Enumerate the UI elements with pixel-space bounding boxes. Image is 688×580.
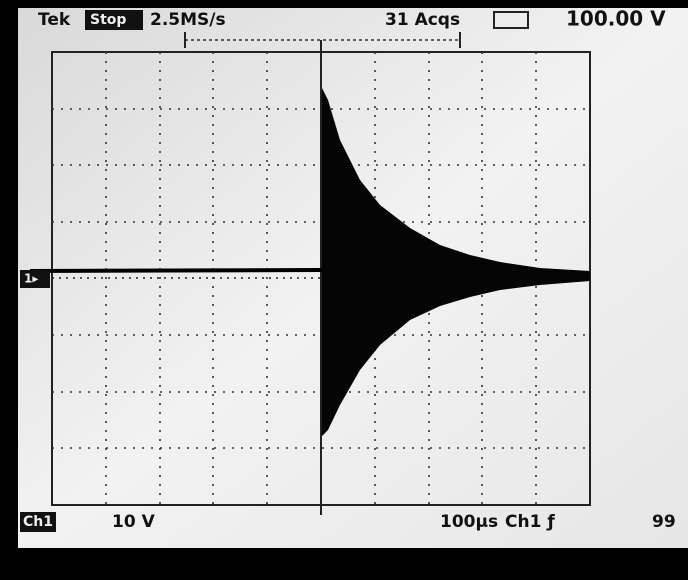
volts-per-div: 10 V bbox=[112, 512, 156, 532]
sample-rate: 2.5MS/s bbox=[150, 10, 226, 30]
oscilloscope-screen: 1▸ Tek Stop 2.5MS/s 31 Acqs 100.00 V Ch1… bbox=[0, 0, 688, 580]
svg-text:1▸: 1▸ bbox=[24, 272, 38, 286]
channel: Ch1 bbox=[23, 514, 53, 530]
brand: Tek bbox=[38, 10, 71, 30]
position: 100.00 V bbox=[566, 7, 666, 31]
timebase: 100µs bbox=[440, 512, 498, 532]
acquisitions: 31 Acqs bbox=[385, 10, 460, 30]
trigger: Ch1 ƒ bbox=[505, 512, 555, 532]
trigger-level: 99 bbox=[652, 512, 676, 532]
mode: Stop bbox=[90, 12, 126, 28]
